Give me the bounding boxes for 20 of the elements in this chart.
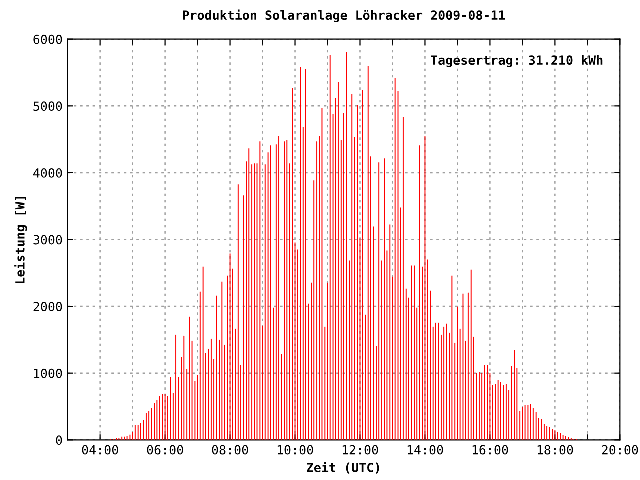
x-tick-label: 16:00 — [472, 445, 508, 455]
x-tick-label: 06:00 — [147, 445, 184, 455]
x-tick-label: 08:00 — [212, 445, 248, 455]
y-axis-title: Leistung [W] — [14, 197, 28, 284]
y-tick-label: 5000 — [34, 102, 62, 112]
y-tick-label: 1000 — [34, 368, 62, 378]
y-tick-label: 3000 — [34, 235, 62, 245]
x-tick-label: 04:00 — [82, 445, 118, 455]
y-tick-label: 6000 — [34, 34, 62, 44]
y-tick-label: 0 — [56, 436, 62, 446]
x-tick-label: 14:00 — [408, 445, 444, 455]
x-tick-label: 18:00 — [538, 445, 574, 455]
annotation: Tagesertrag: 31.210 kWh — [431, 55, 603, 68]
x-tick-label: 10:00 — [278, 445, 314, 455]
chart-title: Produktion Solaranlage Löhracker 2009-08-11 — [183, 10, 506, 23]
x-axis-title: Zeit (UTC) — [307, 462, 380, 474]
x-tick-label: 20:00 — [602, 445, 638, 455]
x-tick-label: 12:00 — [342, 445, 378, 455]
y-tick-label: 2000 — [34, 302, 62, 312]
y-tick-label: 4000 — [34, 168, 62, 178]
